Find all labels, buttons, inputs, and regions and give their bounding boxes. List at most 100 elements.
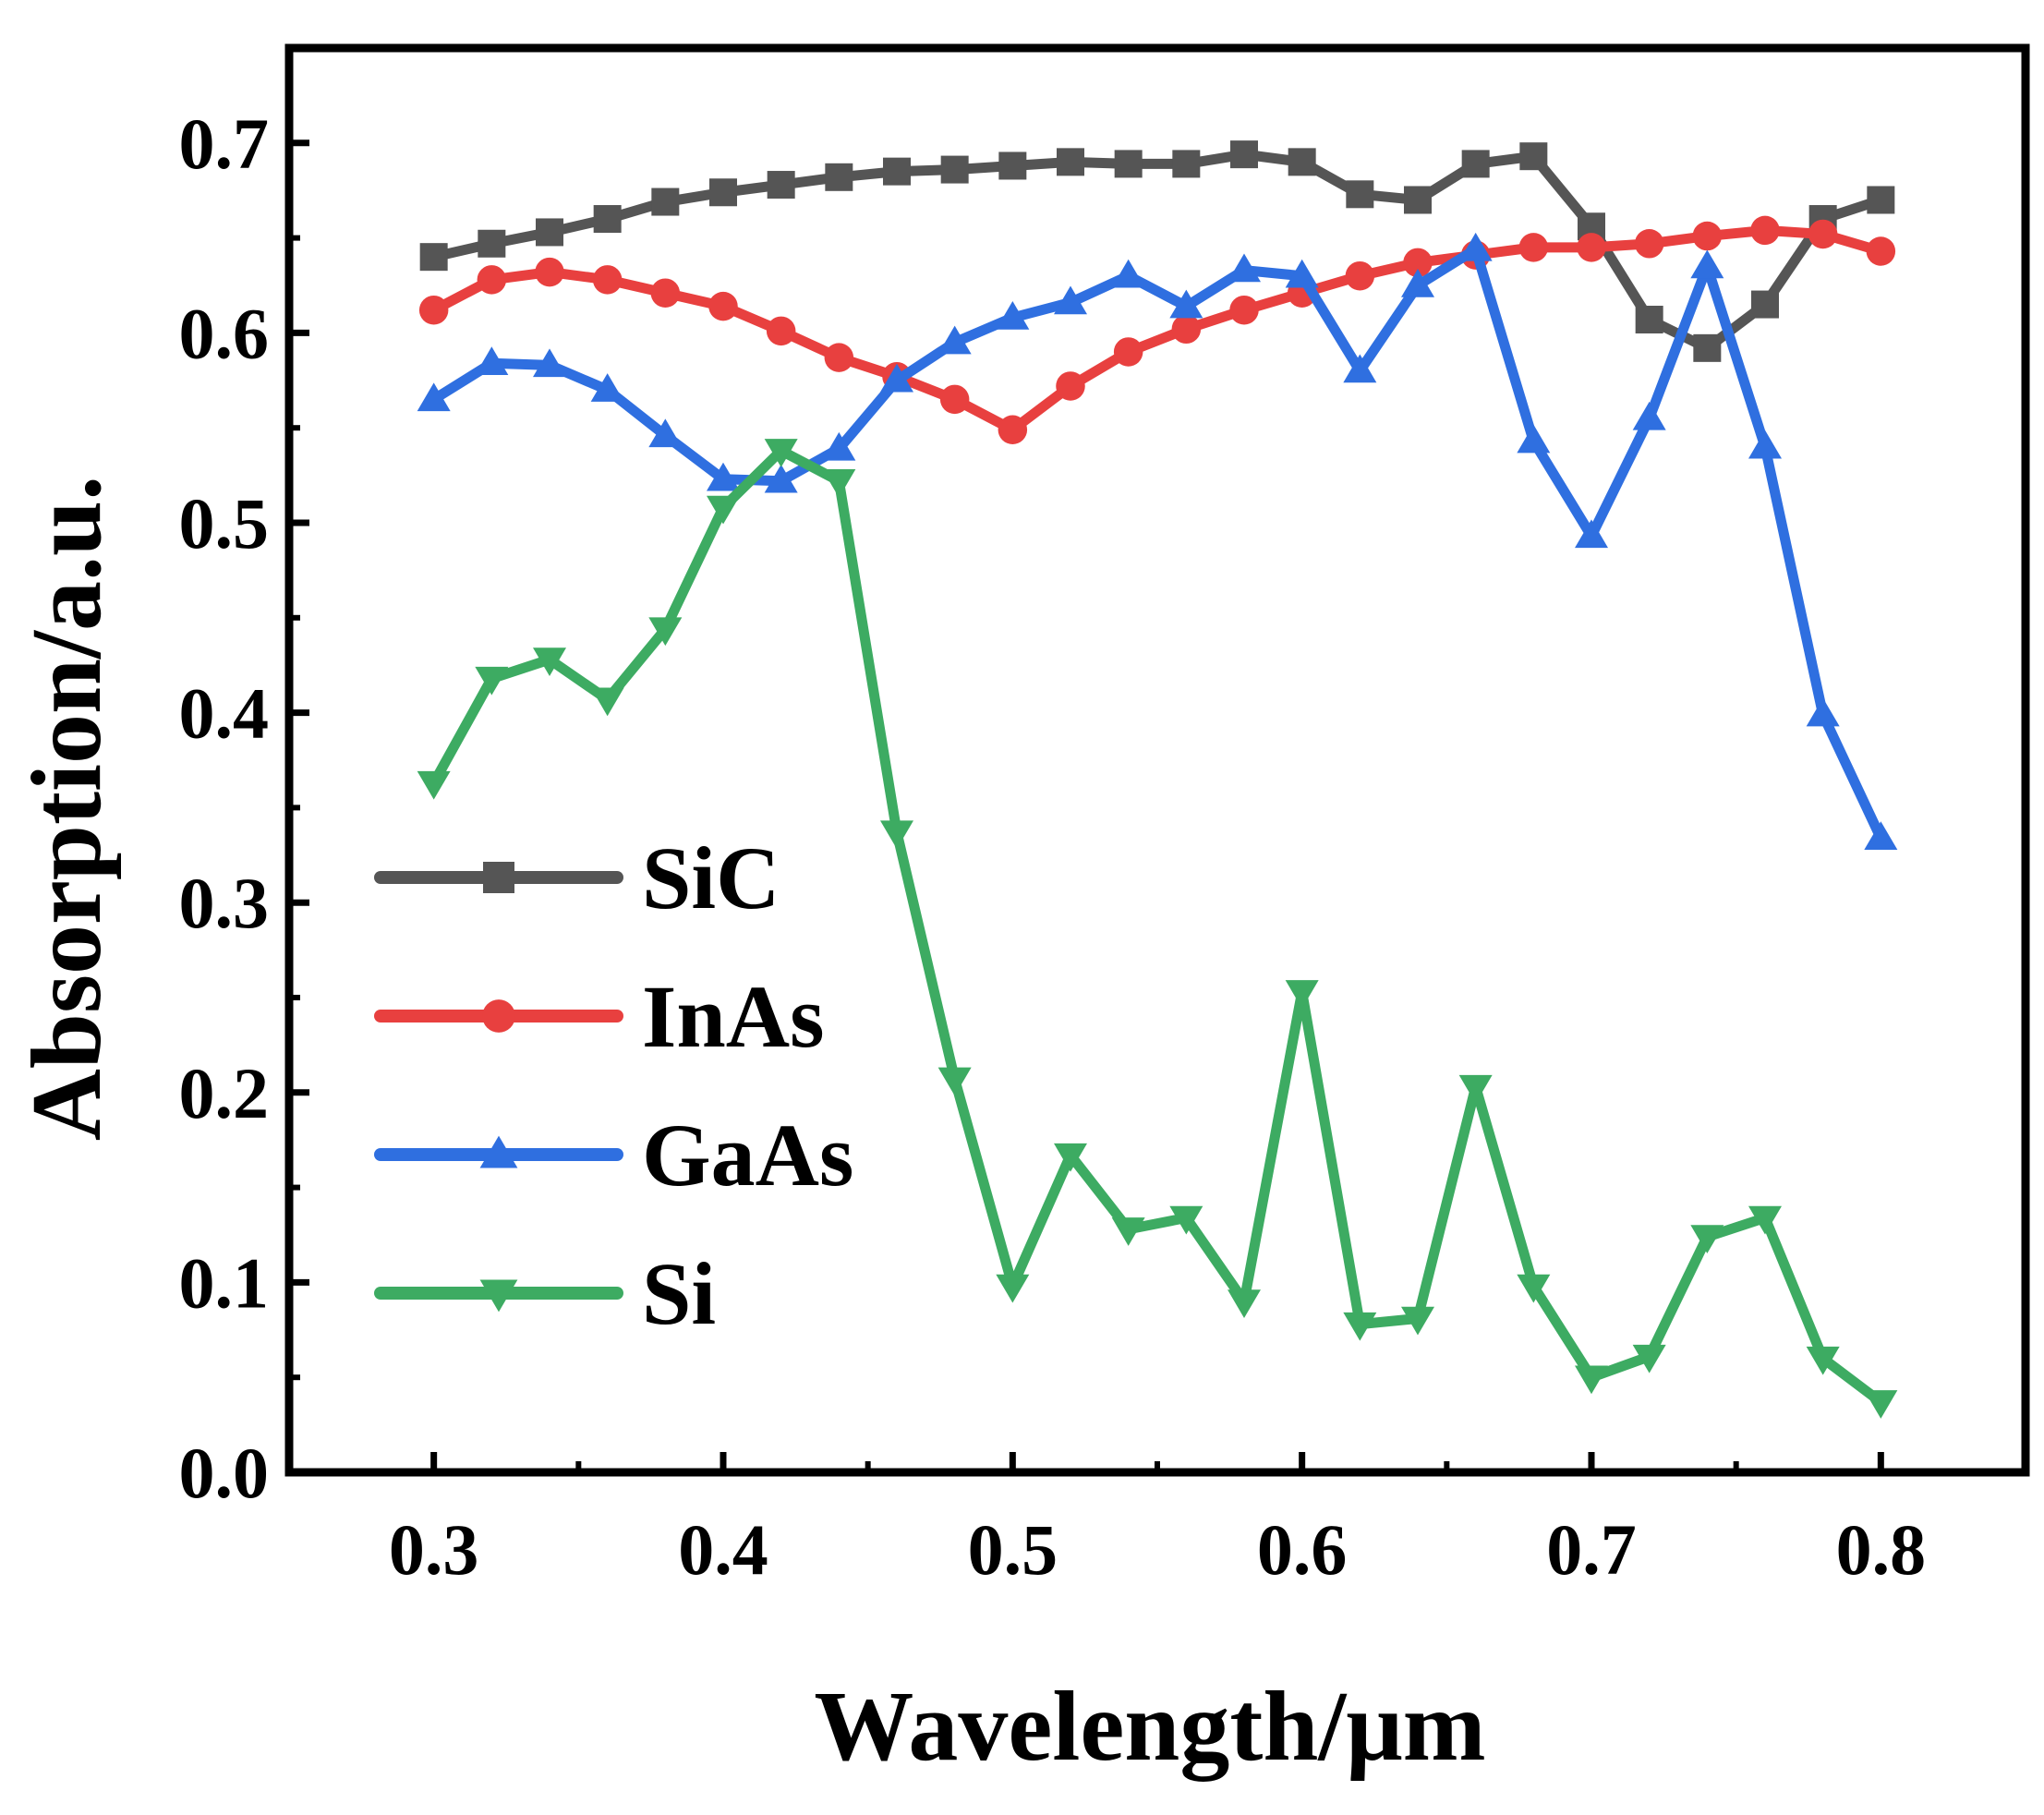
data-point-si: [1343, 1312, 1377, 1341]
series-layer: [417, 140, 1898, 1419]
data-point-gaas: [1054, 285, 1087, 315]
data-point-sic: [940, 155, 969, 184]
data-point-inas: [1056, 371, 1085, 401]
data-point-gaas: [1458, 232, 1493, 261]
legend-label-gaas: GaAs: [642, 1106, 853, 1204]
y-tick-label: 0.3: [179, 863, 270, 943]
data-point-gaas: [1632, 401, 1666, 430]
data-point-gaas: [590, 373, 624, 402]
data-point-gaas: [707, 462, 740, 491]
data-point-inas: [1750, 215, 1780, 246]
data-point-sic: [1230, 140, 1258, 169]
legend: SiC InAs GaAs Si: [374, 829, 853, 1343]
data-point-si: [1401, 1306, 1434, 1336]
legend-item-sic: SiC: [374, 829, 780, 927]
y-tick-label: 0.7: [179, 103, 270, 184]
legend-label-si: Si: [642, 1244, 716, 1343]
data-point-gaas: [937, 325, 972, 355]
data-point-sic: [1867, 186, 1895, 214]
data-point-gaas: [475, 346, 509, 376]
legend-label-inas: InAs: [642, 967, 824, 1066]
data-point-si: [533, 647, 566, 677]
series-si: [417, 439, 1898, 1419]
data-point-gaas: [880, 363, 913, 393]
data-point-gaas: [1228, 253, 1261, 283]
y-tick-label: 0.5: [179, 483, 270, 563]
data-point-inas: [766, 316, 796, 346]
data-point-si: [417, 770, 451, 800]
data-point-sic: [883, 157, 911, 186]
data-point-si: [1458, 1074, 1493, 1104]
data-point-inas: [1345, 260, 1375, 291]
legend-marker-si: [479, 1279, 518, 1313]
series-gaas: [417, 232, 1898, 851]
data-point-inas: [824, 343, 854, 372]
data-point-sic: [1288, 148, 1316, 176]
data-point-sic: [478, 229, 506, 258]
data-point-si: [1632, 1344, 1666, 1373]
data-point-inas: [1634, 229, 1664, 259]
x-tick-label: 0.5: [968, 1509, 1058, 1590]
legend-item-si: Si: [374, 1244, 716, 1343]
y-tick-label: 0.1: [179, 1242, 270, 1323]
x-axis-label: Wavelength/μm: [814, 1672, 1485, 1782]
data-point-sic: [1172, 150, 1201, 178]
data-point-si: [648, 617, 683, 647]
data-point-gaas: [1111, 259, 1145, 288]
data-point-inas: [1692, 221, 1723, 251]
data-point-si: [1169, 1205, 1203, 1235]
data-point-inas: [1229, 295, 1259, 325]
series-inas: [418, 215, 1896, 445]
x-tick-label: 0.3: [389, 1509, 479, 1590]
data-point-si: [475, 666, 509, 696]
data-point-gaas: [417, 382, 451, 412]
data-point-si: [1690, 1225, 1724, 1254]
legend-label-sic: SiC: [642, 829, 780, 927]
ticks-layer: 0.3 0.4 0.5 0.6 0.7 0.8 0.0 0.1 0.2 0.3 0.4 0.5 0.6 0…: [179, 45, 1926, 1590]
data-point-sic: [709, 178, 737, 207]
data-point-sic: [1346, 180, 1374, 209]
legend-item-inas: InAs: [374, 967, 824, 1066]
data-point-si: [707, 495, 740, 525]
data-point-si: [1748, 1205, 1782, 1235]
data-point-inas: [1171, 314, 1202, 345]
data-point-inas: [650, 278, 681, 308]
data-point-sic: [1635, 306, 1663, 334]
data-point-sic: [651, 188, 680, 216]
data-point-si: [764, 439, 798, 467]
data-point-gaas: [1575, 519, 1608, 549]
data-point-gaas: [1169, 289, 1203, 319]
data-point-inas: [418, 295, 449, 325]
data-point-gaas: [1806, 697, 1840, 727]
data-point-sic: [1751, 290, 1779, 319]
data-point-si: [996, 1274, 1030, 1303]
data-point-si: [1517, 1274, 1551, 1303]
data-point-sic: [998, 151, 1027, 180]
data-point-sic: [1693, 333, 1722, 362]
data-point-gaas: [1517, 424, 1551, 454]
y-tick-label: 0.0: [179, 1433, 270, 1513]
x-tick-label: 0.4: [678, 1509, 768, 1590]
data-point-sic: [1519, 142, 1548, 171]
data-point-sic: [419, 243, 448, 272]
series-sic: [419, 140, 1895, 362]
data-point-sic: [536, 218, 563, 247]
data-point-gaas: [1401, 269, 1434, 297]
data-point-si: [880, 820, 913, 850]
data-point-sic: [1461, 150, 1490, 178]
data-point-si: [1575, 1365, 1608, 1395]
y-tick-label: 0.6: [179, 293, 270, 373]
data-point-sic: [767, 171, 795, 200]
data-point-gaas: [1748, 430, 1782, 459]
data-point-inas: [535, 257, 564, 287]
data-point-sic: [825, 163, 853, 191]
series-line-sic: [429, 149, 1886, 354]
data-point-si: [1228, 1289, 1261, 1318]
data-point-si: [1111, 1217, 1145, 1246]
data-point-inas: [998, 415, 1028, 445]
data-point-si: [1864, 1390, 1898, 1419]
data-point-si: [1806, 1346, 1840, 1375]
data-point-inas: [1403, 248, 1433, 278]
